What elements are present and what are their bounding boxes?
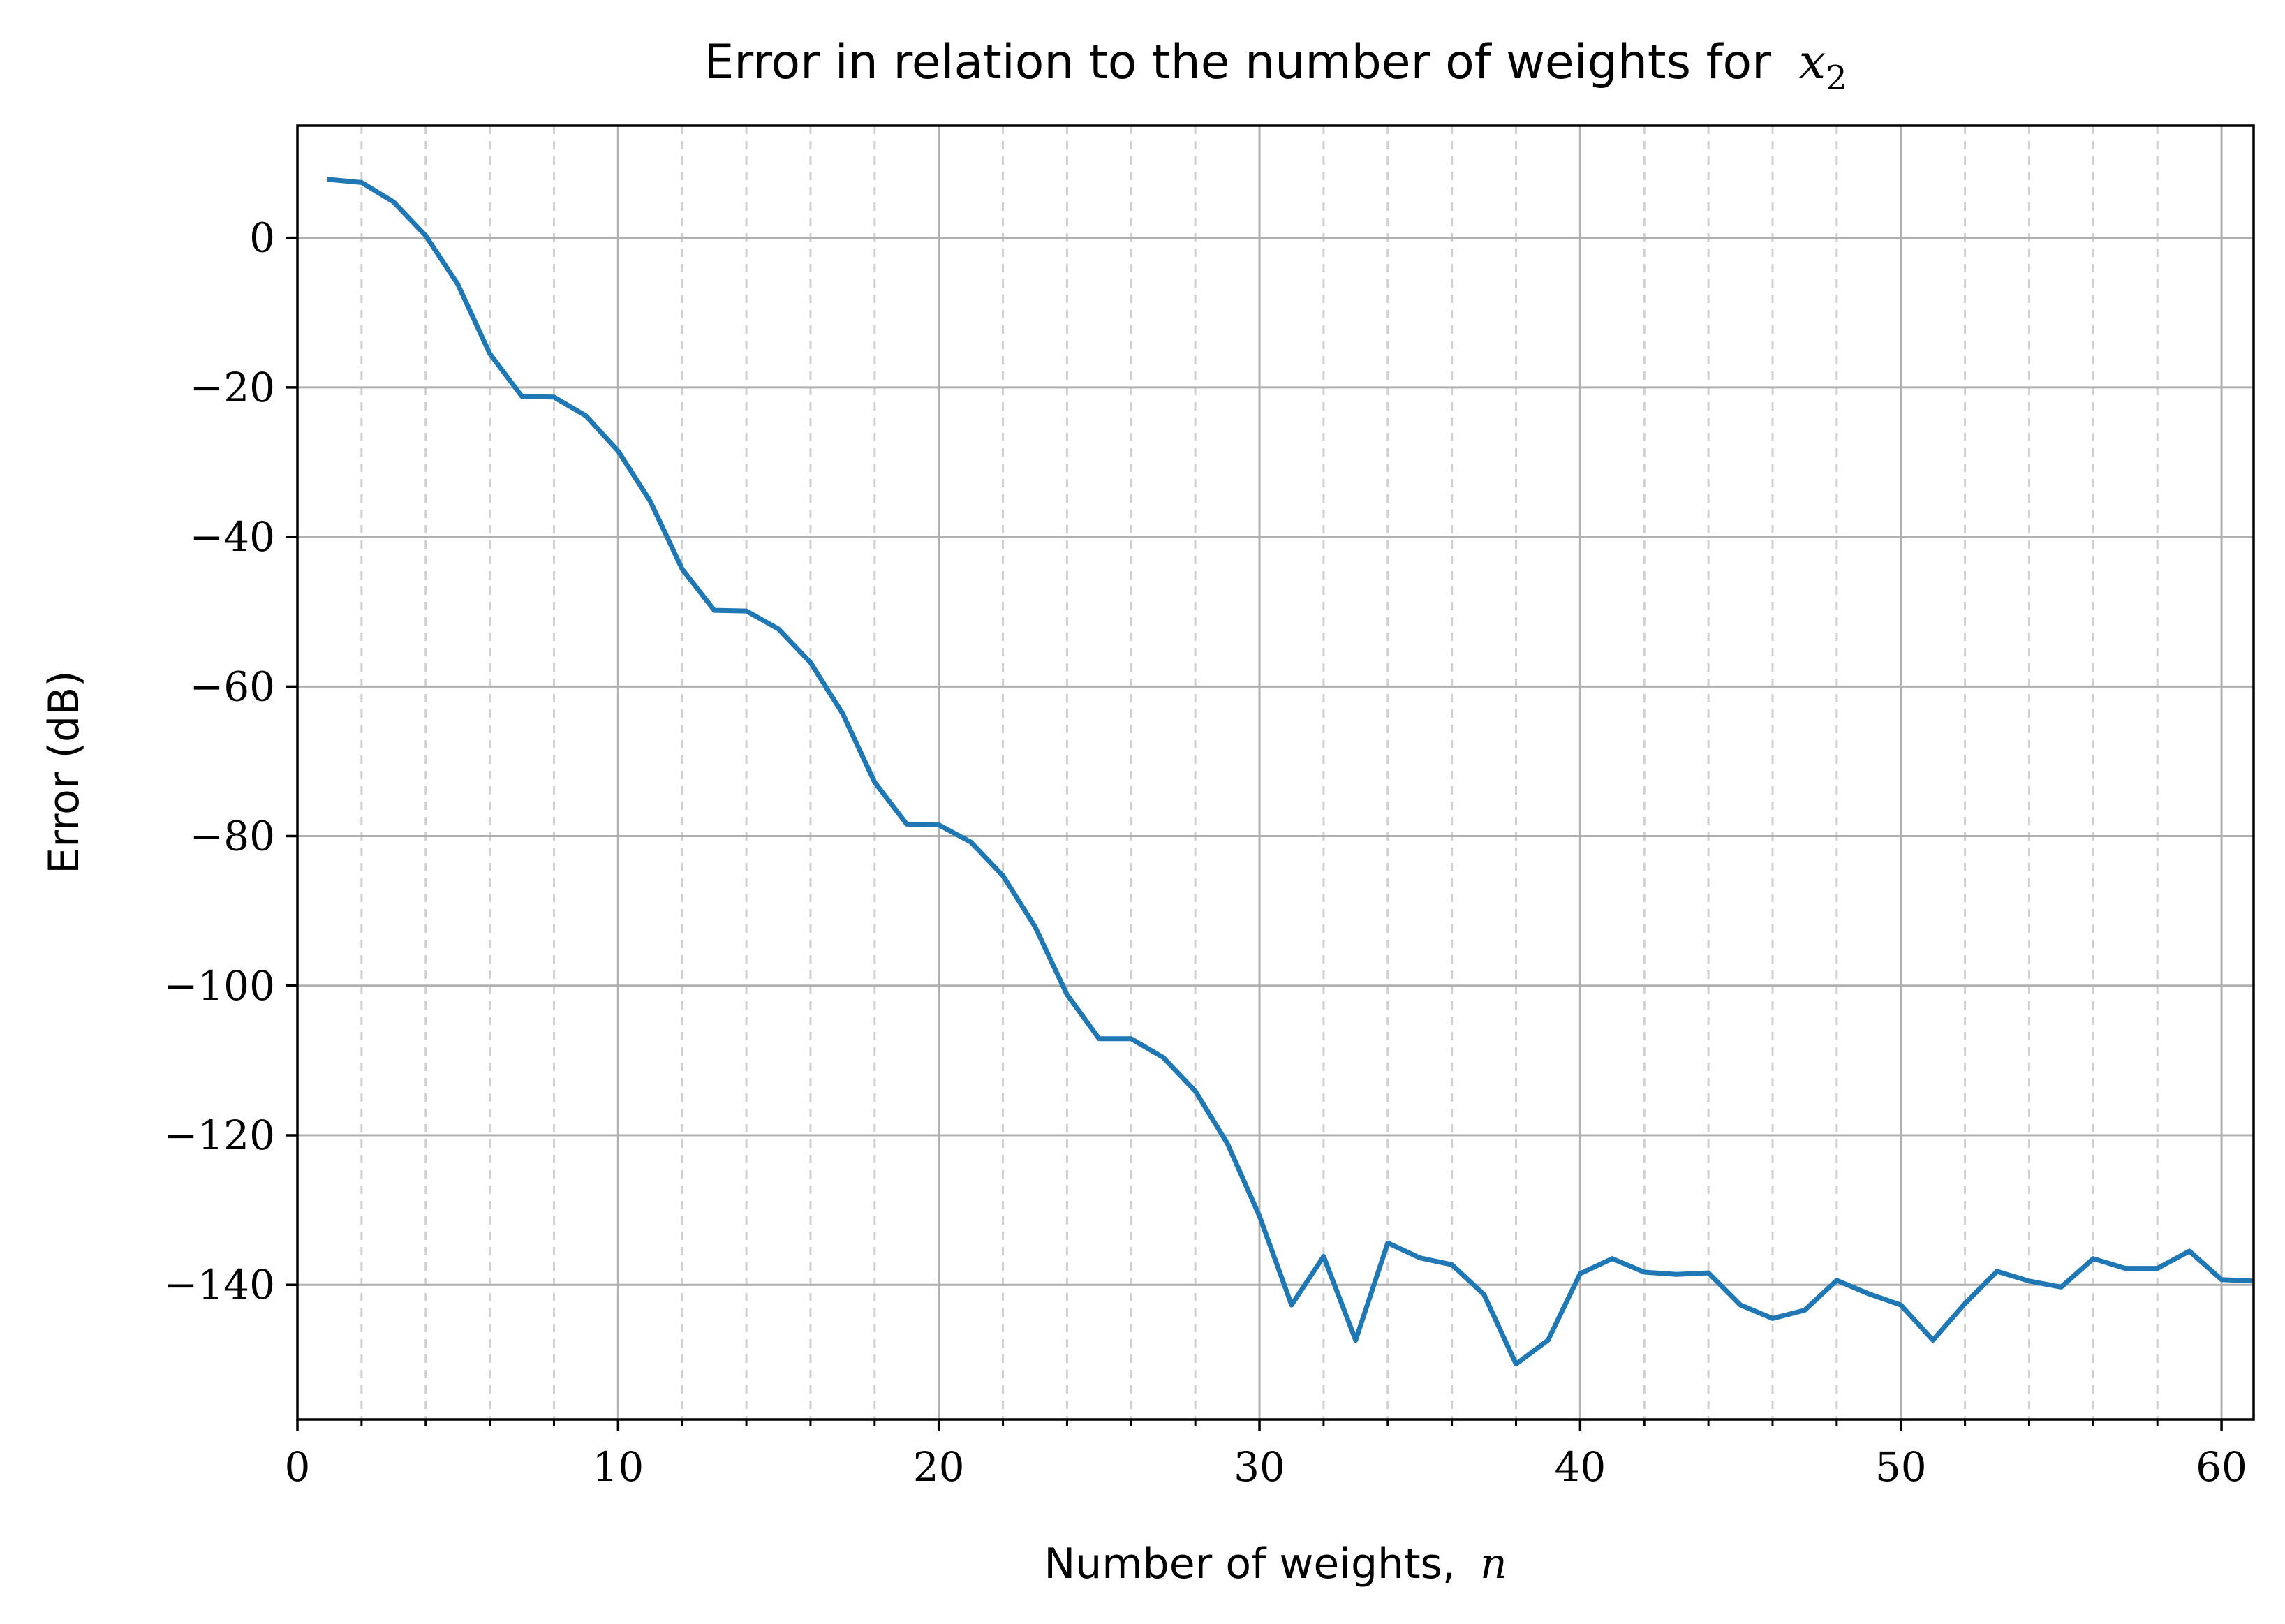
x-axis-label-math: n: [1480, 1540, 1507, 1588]
series-line: [327, 177, 2254, 1367]
y-tick-label: −100: [164, 962, 275, 1010]
chart-title-math: x: [1799, 35, 1826, 90]
chart-title: Error in relation to the number of weigh…: [704, 35, 1847, 98]
x-tick-label: 20: [913, 1443, 965, 1491]
x-tick-label: 60: [2196, 1443, 2247, 1491]
y-tick-label: −120: [164, 1112, 275, 1159]
x-axis-label-text: Number of weights,: [1044, 1540, 1456, 1588]
x-axis-label: Number of weights, n: [1044, 1540, 1507, 1588]
plot-frame: [296, 124, 2255, 1421]
x-tick-label: 10: [592, 1443, 644, 1491]
y-tick-label: −20: [190, 364, 275, 411]
y-tick-label: −80: [190, 813, 275, 860]
y-tick-label: −60: [190, 663, 275, 710]
chart-title-text: Error in relation to the number of weigh…: [704, 35, 1771, 90]
x-tick-label: 0: [285, 1443, 311, 1491]
y-tick-label: −140: [164, 1261, 275, 1308]
y-tick-label: 0: [249, 214, 275, 262]
series-layer: [327, 177, 2254, 1367]
x-tick-label: 30: [1234, 1443, 1285, 1491]
y-tick-label: −40: [190, 513, 275, 561]
ticks: 0 10 20 30 40 50 60 0 −20 −40 −60 −80 −100 −120 −140: [164, 214, 2247, 1491]
x-tick-label: 40: [1554, 1443, 1606, 1491]
y-axis-label: Error (dB): [40, 670, 89, 873]
chart-title-math-subscript: 2: [1826, 59, 1847, 98]
x-tick-label: 50: [1875, 1443, 1927, 1491]
